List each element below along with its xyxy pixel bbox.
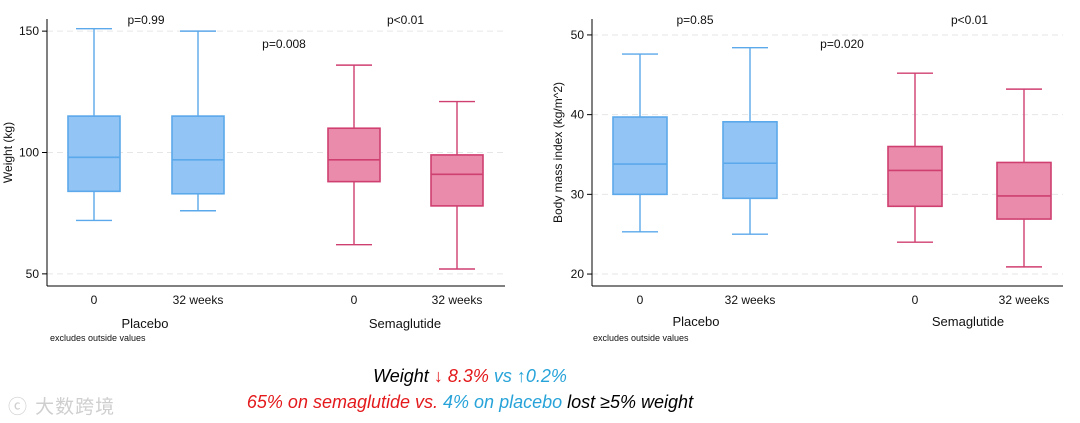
y-tick-label: 100 — [19, 146, 39, 160]
group-label-semaglutide: Semaglutide — [369, 316, 441, 331]
footnote-excludes-outside-values: excludes outside values — [50, 333, 146, 343]
box-semaglutide-week32 — [430, 100, 484, 270]
group-label-placebo: Placebo — [673, 314, 720, 329]
group-label-semaglutide: Semaglutide — [932, 314, 1004, 329]
x-tick-label: 32 weeks — [725, 293, 776, 307]
y-tick-label: 150 — [19, 24, 39, 38]
box-semaglutide-baseline — [327, 64, 381, 246]
iqr-box — [722, 121, 778, 200]
iqr-box — [171, 115, 225, 195]
p-value-placebo: p=0.85 — [676, 13, 713, 27]
footnote-excludes-outside-values: excludes outside values — [593, 333, 689, 343]
p-value-between-groups: p=0.020 — [820, 37, 864, 51]
summary-line1-segment-3: vs ↑0.2% — [493, 366, 567, 386]
summary-line2-segment-3: lost ≥5% weight — [567, 392, 694, 412]
y-axis-title: Body mass index (kg/m^2) — [551, 82, 565, 223]
y-tick-label: 20 — [571, 267, 585, 281]
iqr-box — [67, 115, 121, 193]
y-tick-label: 50 — [571, 28, 585, 42]
x-tick-label: 0 — [637, 293, 644, 307]
chart-panel-2: 20 30 40 50 Body mass index (kg/m^2) 0 32 week… — [551, 13, 1063, 343]
box-placebo-week32 — [171, 30, 225, 212]
box-semaglutide-week32 — [996, 88, 1052, 268]
summary-line-responders: 65% on semaglutide vs. 4% on placebo los… — [0, 392, 940, 413]
p-value-semaglutide: p<0.01 — [387, 13, 424, 27]
summary-line1-segment-2: ↓ 8.3% — [433, 366, 494, 386]
iqr-box — [887, 145, 943, 208]
box-placebo-baseline — [612, 53, 668, 233]
summary-line-weight-change: Weight ↓ 8.3% vs ↑0.2% — [0, 366, 940, 387]
y-tick-label: 30 — [571, 187, 585, 201]
summary-line2-segment-1: 65% on semaglutide vs. — [246, 392, 444, 412]
box-placebo-baseline — [67, 28, 121, 222]
x-tick-label: 32 weeks — [173, 293, 224, 307]
watermark-text: 大数跨境 — [35, 396, 116, 418]
iqr-box — [327, 127, 381, 183]
summary-line2-segment-2: 4% on placebo — [443, 392, 568, 412]
y-tick-label: 50 — [26, 267, 40, 281]
p-value-between-groups: p=0.008 — [262, 37, 306, 51]
p-value-placebo: p=0.99 — [127, 13, 164, 27]
p-value-semaglutide: p<0.01 — [951, 13, 988, 27]
x-tick-label: 0 — [912, 293, 919, 307]
x-tick-label: 0 — [351, 293, 358, 307]
x-tick-label: 0 — [91, 293, 98, 307]
y-axis-title: Weight (kg) — [1, 122, 15, 183]
box-placebo-week32 — [722, 46, 778, 235]
box-semaglutide-baseline — [887, 72, 943, 243]
watermark-logo: ⓒ 大数跨境 — [8, 392, 115, 419]
group-label-placebo: Placebo — [122, 316, 169, 331]
watermark-icon: ⓒ — [8, 396, 29, 418]
x-tick-label: 32 weeks — [432, 293, 483, 307]
chart-panel-1: 50 100 150 Weight (kg) 0 32 weeks Placebo p=0.9… — [1, 13, 505, 343]
iqr-box — [996, 161, 1052, 220]
y-tick-label: 40 — [571, 108, 585, 122]
summary-line1-segment-1: Weight — [373, 366, 434, 386]
x-tick-label: 32 weeks — [999, 293, 1050, 307]
iqr-box — [430, 154, 484, 207]
iqr-box — [612, 116, 668, 196]
